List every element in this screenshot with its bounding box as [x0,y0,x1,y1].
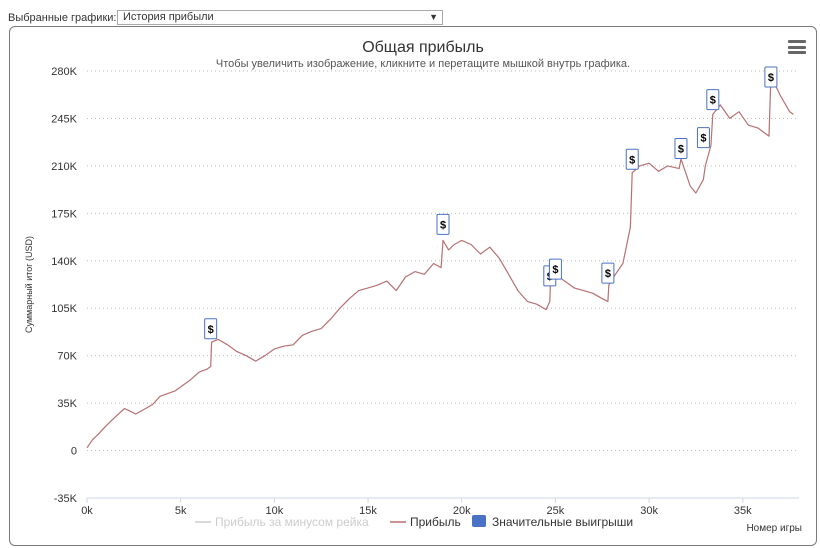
legend: Прибыль за минусом рейка Прибыль Значитель… [195,515,633,529]
x-tick-label: 25k [547,505,565,517]
y-tick-label: 210K [51,161,77,173]
big-win-marker[interactable]: $ [601,262,615,284]
chart-selector-bar: Выбранные графики: История прибыли ▼ [0,9,820,27]
big-win-marker[interactable]: $ [764,66,778,88]
x-tick-label: 5k [175,505,187,517]
big-win-marker[interactable]: $ [204,318,218,340]
big-win-marker[interactable]: $ [706,89,720,111]
dollar-icon: $ [440,219,446,231]
big-win-marker[interactable]: $ [696,127,710,149]
y-tick-label: 35K [57,398,77,410]
legend-item[interactable]: Прибыль [390,515,461,529]
big-win-marker[interactable]: $ [548,258,562,280]
y-tick-label: 0 [71,446,77,458]
x-axis-ticks: 0k 5k 10k 15k 20k 25k 30k 35k [81,498,752,517]
y-tick-label: 105K [51,303,77,315]
legend-item[interactable]: Значительные выигрыши [472,515,633,529]
chart-selector-dropdown[interactable]: История прибыли ▼ [117,10,443,25]
dollar-icon: $ [678,143,684,155]
y-tick-label: 70K [57,351,77,363]
y-tick-label: -35K [54,493,78,505]
y-tick-label: 175K [51,208,77,220]
big-win-marker[interactable]: $ [436,213,450,235]
legend-label: Прибыль за минусом рейка [215,515,369,529]
chart-subtitle: Чтобы увеличить изображение, кликните и … [216,58,630,70]
y-tick-label: 280K [51,66,77,78]
big-win-markers: $$$$$$$$$$ [204,66,778,340]
dollar-icon: $ [710,95,716,107]
x-tick-label: 0k [81,505,93,517]
grid-lines [87,70,799,499]
big-win-marker[interactable]: $ [625,148,639,170]
chart-title: Общая прибыль [362,39,484,56]
profit-line [86,75,794,449]
series-group [86,75,794,449]
y-axis-ticks: -35K 0 35K 70K 105K 140K 175K 210K 245K 280K [51,66,77,505]
x-tick-label: 20k [453,505,471,517]
y-tick-label: 140K [51,256,77,268]
profit-chart[interactable]: Общая прибыль Чтобы увеличить изображени… [10,27,816,545]
big-win-marker[interactable]: $ [674,137,688,159]
x-tick-label: 10k [265,505,283,517]
dollar-icon: $ [700,133,706,145]
legend-label: Прибыль [410,515,461,529]
y-tick-label: 245K [51,113,77,125]
chart-selector-value: История прибыли [123,11,214,23]
legend-item[interactable]: Прибыль за минусом рейка [195,515,369,529]
x-tick-label: 30k [640,505,658,517]
chevron-down-icon: ▼ [429,12,438,22]
legend-label: Значительные выигрыши [492,515,633,529]
dollar-icon: $ [629,154,635,166]
dollar-icon: $ [552,264,558,276]
x-axis-label: Номер игры [746,523,802,534]
dollar-icon: $ [208,324,214,336]
chart-selector-label: Выбранные графики: [8,12,117,24]
dollar-icon: $ [605,268,611,280]
chart-panel[interactable]: Общая прибыль Чтобы увеличить изображени… [9,26,817,546]
y-axis-label: Суммарный итог (USD) [24,236,34,333]
x-tick-label: 15k [359,505,377,517]
dollar-icon: $ [768,72,774,84]
x-tick-label: 35k [734,505,752,517]
menu-icon[interactable] [788,40,806,54]
